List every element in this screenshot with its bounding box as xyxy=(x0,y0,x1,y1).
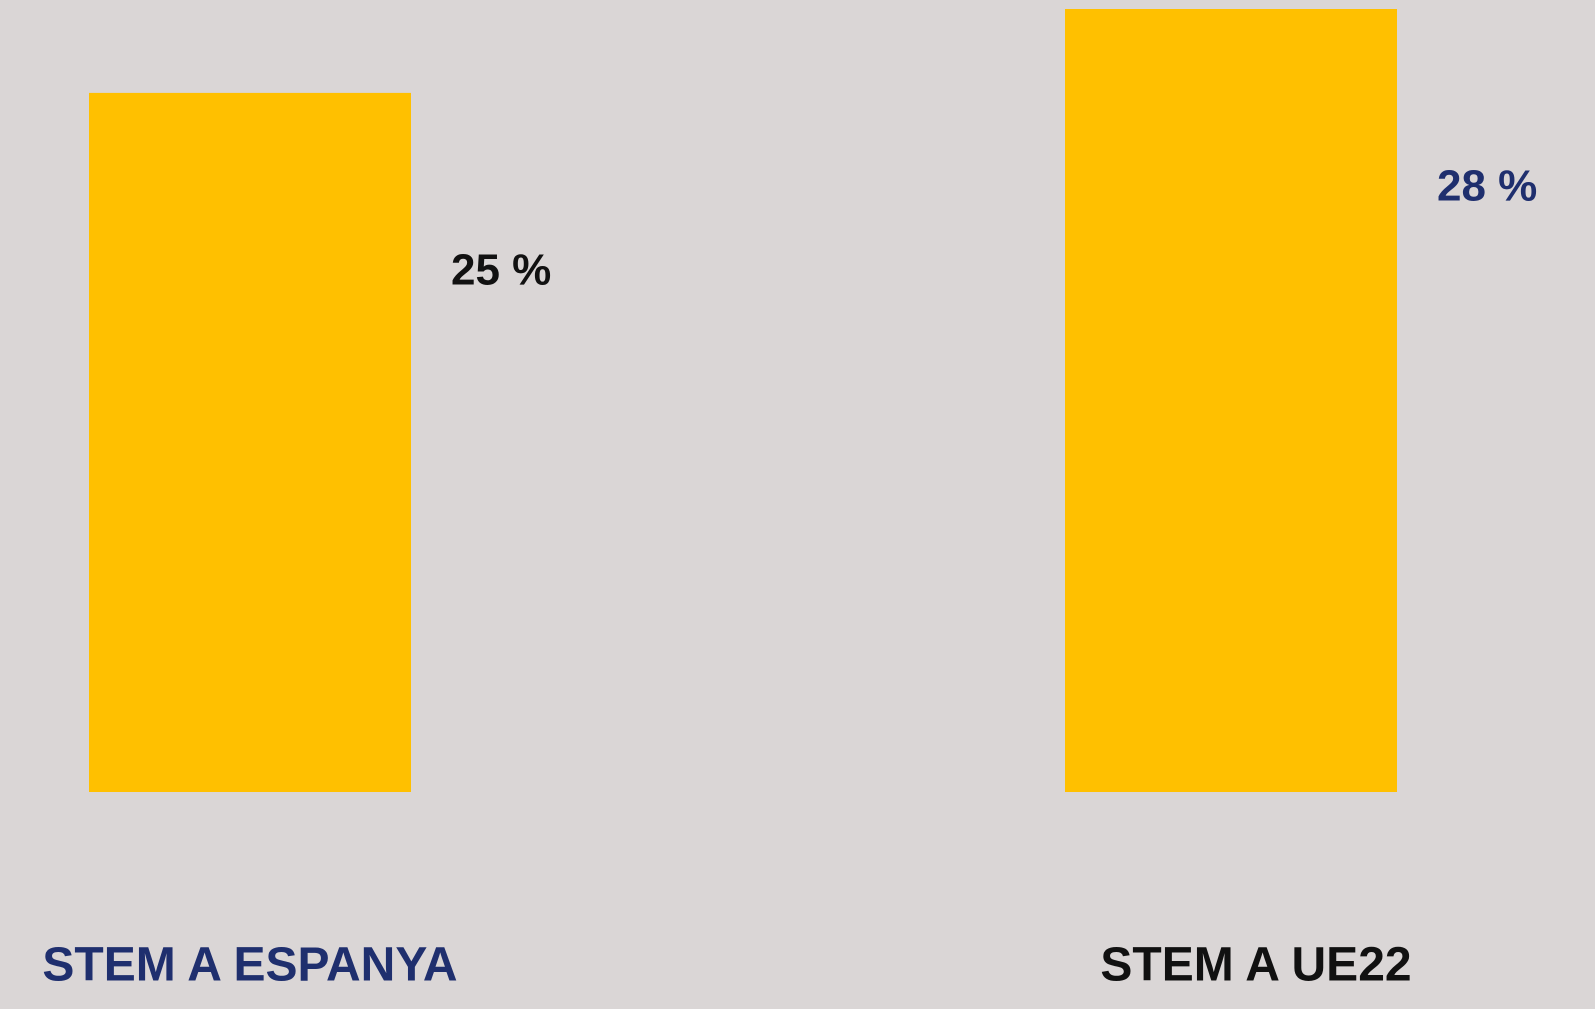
bar xyxy=(89,92,411,792)
value-label: 25 % xyxy=(451,246,551,295)
category-label: STEM A ESPANYA xyxy=(42,939,457,992)
value-label: 28 % xyxy=(1437,162,1537,211)
bar xyxy=(1065,9,1397,792)
category-label: STEM A UE22 xyxy=(1100,939,1411,992)
